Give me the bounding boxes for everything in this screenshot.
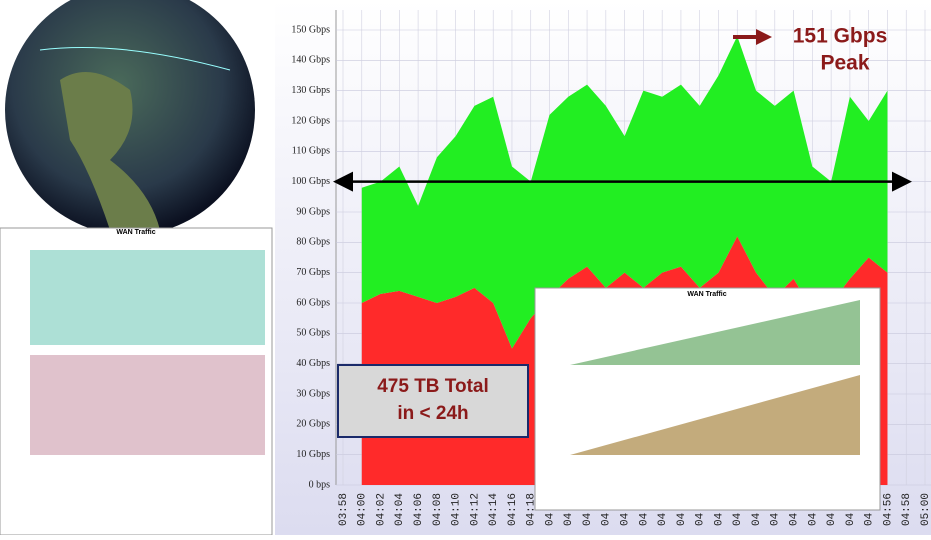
x-tick-label: 04:02 [375, 493, 387, 526]
y-tick-label: 90 Gbps [296, 206, 330, 217]
inset-plot [30, 250, 265, 345]
y-tick-label: 50 Gbps [296, 328, 330, 339]
annotation-text: 475 TB Total [377, 376, 489, 397]
y-tick-label: 10 Gbps [296, 449, 330, 460]
x-tick-label: 04:00 [357, 493, 369, 526]
y-tick-label: 80 Gbps [296, 237, 330, 248]
x-tick-label: 04:12 [469, 493, 481, 526]
x-tick-label: 04:58 [901, 493, 913, 526]
inset-title: WAN Traffic [116, 229, 155, 236]
y-tick-label: 20 Gbps [296, 419, 330, 430]
y-tick-label: 30 Gbps [296, 388, 330, 399]
x-tick-label: 04:04 [394, 493, 406, 526]
annotation-text: Peak [820, 52, 869, 75]
chart: 0 bps 10 Gbps 20 Gbps 30 Gbps 40 Gbps 50 Gbps… [0, 0, 931, 535]
x-tick-label: 03:58 [338, 493, 350, 526]
inset-title: WAN Traffic [687, 291, 726, 298]
y-tick-label: 120 Gbps [291, 115, 330, 126]
annotation-text: in < 24h [397, 403, 468, 424]
page: 0 bps 10 Gbps 20 Gbps 30 Gbps 40 Gbps 50 Gbps… [0, 0, 931, 540]
x-tick-label: 05:00 [920, 493, 931, 526]
y-tick-label: 150 Gbps [291, 24, 330, 35]
y-tick-label: 130 Gbps [291, 85, 330, 96]
y-tick-label: 60 Gbps [296, 297, 330, 308]
x-tick-label: 04:10 [451, 493, 463, 526]
x-tick-label: 04:56 [882, 493, 894, 526]
x-tick-label: 04:14 [488, 493, 500, 526]
y-tick-label: 0 bps [309, 479, 331, 490]
inset-plot [30, 355, 265, 455]
y-tick-label: 70 Gbps [296, 267, 330, 278]
x-tick-label: 04:16 [507, 493, 519, 526]
annotation-text: 151 Gbps [793, 25, 888, 48]
y-tick-label: 100 Gbps [291, 176, 330, 187]
y-tick-label: 110 Gbps [292, 146, 330, 157]
x-tick-label: 04:08 [432, 493, 444, 526]
x-tick-label: 04:06 [413, 493, 425, 526]
y-tick-label: 40 Gbps [296, 358, 330, 369]
y-tick-label: 140 Gbps [291, 55, 330, 66]
